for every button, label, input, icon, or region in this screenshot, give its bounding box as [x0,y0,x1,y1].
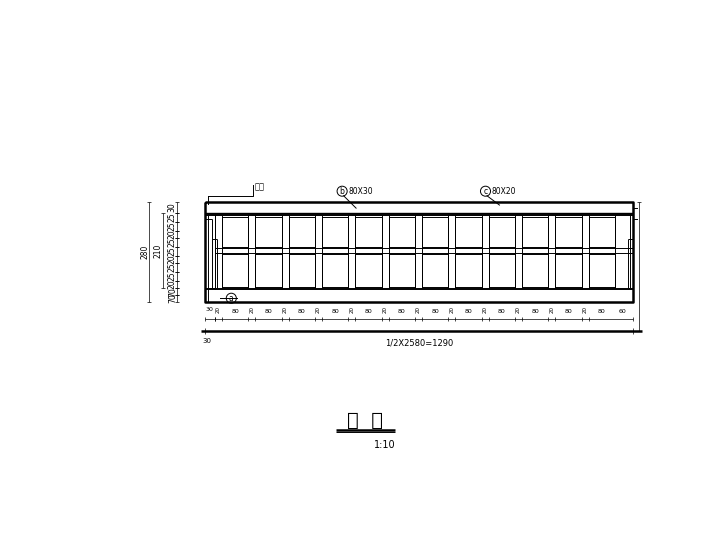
Text: 80: 80 [565,309,573,314]
Text: 80: 80 [431,309,439,314]
Text: 210: 210 [154,243,163,258]
Text: 280: 280 [140,245,149,259]
Text: 80: 80 [598,309,606,314]
Text: 80: 80 [398,309,406,314]
Text: 20: 20 [416,306,421,313]
Text: 70: 70 [168,287,177,296]
Text: 80: 80 [231,309,239,314]
Text: 30: 30 [168,202,177,212]
Text: 25: 25 [168,213,177,222]
Text: a: a [229,294,234,303]
Text: 挂  落: 挂 落 [347,411,383,430]
Text: 20: 20 [349,306,355,313]
Text: 80: 80 [498,309,505,314]
Text: 20: 20 [216,306,221,313]
Text: b: b [339,187,344,196]
Text: 20: 20 [316,306,321,313]
Text: 1/2X2580=1290: 1/2X2580=1290 [385,338,453,347]
Text: 25: 25 [168,272,177,281]
Text: 20: 20 [516,306,521,313]
Text: 25: 25 [168,221,177,231]
Text: 1:10: 1:10 [374,440,396,450]
Text: 合角: 合角 [255,182,264,191]
Text: 20: 20 [168,254,177,264]
Text: 30: 30 [203,338,212,344]
Text: 20: 20 [249,306,254,313]
Text: 20: 20 [449,306,454,313]
Text: 25: 25 [168,262,177,272]
Text: 20: 20 [168,280,177,289]
Text: 20: 20 [583,306,588,313]
Text: 80: 80 [331,309,339,314]
Text: 25: 25 [168,237,177,247]
Text: 80: 80 [265,309,272,314]
Text: 30: 30 [206,307,214,312]
Text: 25: 25 [168,246,177,256]
Text: 60: 60 [619,309,627,314]
Text: 80X20: 80X20 [492,187,516,196]
Text: 20: 20 [549,306,554,313]
Text: 80X30: 80X30 [348,187,373,196]
Text: 80: 80 [531,309,539,314]
Text: 80: 80 [464,309,472,314]
Text: 20: 20 [282,306,287,313]
Text: 20: 20 [168,229,177,239]
Text: 70: 70 [168,294,177,304]
Text: 20: 20 [482,306,487,313]
Text: c: c [484,187,487,196]
Text: 20: 20 [383,306,388,313]
Text: 80: 80 [298,309,305,314]
Text: 80: 80 [365,309,373,314]
